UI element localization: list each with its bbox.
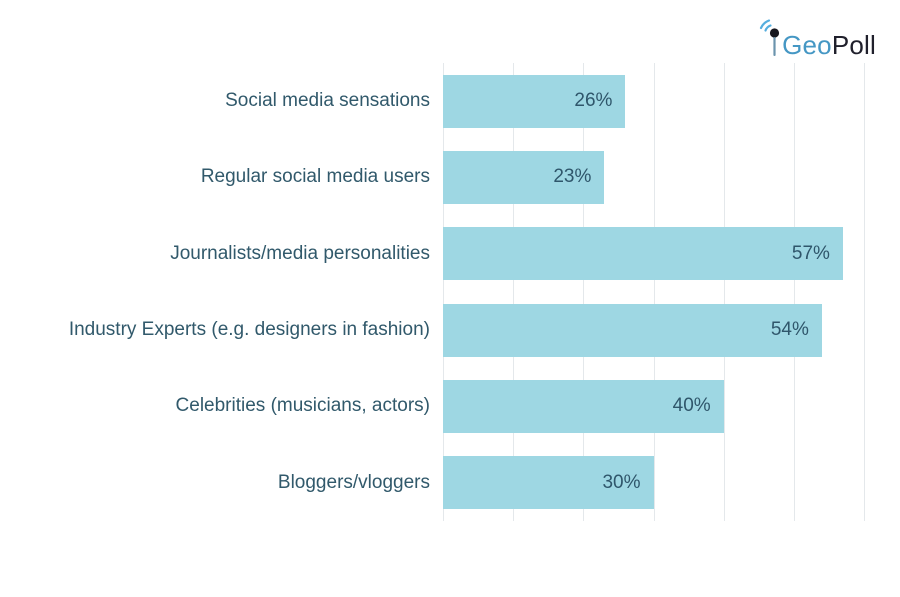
bar: 40%	[443, 379, 724, 433]
bar: 26%	[443, 74, 626, 128]
logo-geo: Geo	[782, 30, 832, 60]
gridline	[653, 63, 655, 521]
bar-row: Industry Experts (e.g. designers in fash…	[0, 292, 864, 368]
bar-track: 23%	[443, 139, 864, 215]
bar-value-label: 57%	[791, 242, 830, 264]
logo-poll: Poll	[831, 30, 876, 60]
bar: 54%	[443, 303, 822, 357]
bar-value-label: 40%	[672, 395, 711, 417]
bar-row: Celebrities (musicians, actors) 40%	[0, 368, 864, 444]
category-label: Bloggers/vloggers	[277, 471, 430, 493]
bar-value-label: 23%	[553, 166, 592, 188]
logo-text: GeoPoll	[782, 32, 876, 58]
category-label: Regular social media users	[200, 166, 430, 188]
bar-track: 54%	[443, 292, 864, 368]
gridline	[443, 63, 444, 521]
geopoll-logo: GeoPoll	[757, 18, 876, 58]
bar-track: 30%	[443, 445, 864, 521]
category-label: Journalists/media personalities	[170, 242, 430, 264]
bar-row: Bloggers/vloggers 30%	[0, 445, 864, 521]
bar-row: Journalists/media personalities 57%	[0, 216, 864, 292]
antenna-signal-icon	[759, 19, 780, 56]
bar: 30%	[443, 456, 654, 510]
bar-track: 57%	[443, 216, 864, 292]
bar-rows: Social media sensations 26% Regular social…	[0, 63, 864, 521]
bar-value-label: 30%	[602, 471, 641, 493]
bar-row: Regular social media users 23%	[0, 139, 864, 215]
bar: 23%	[443, 150, 605, 204]
category-label: Celebrities (musicians, actors)	[175, 395, 430, 417]
bar-track: 40%	[443, 368, 864, 444]
gridline	[583, 63, 585, 521]
category-label: Social media sensations	[225, 90, 430, 112]
bar-row: Social media sensations 26%	[0, 63, 864, 139]
bar-value-label: 26%	[574, 90, 613, 112]
category-label: Industry Experts (e.g. designers in fash…	[68, 319, 430, 341]
gridline	[723, 63, 725, 521]
plot-area	[443, 63, 865, 521]
gridline	[513, 63, 515, 521]
bar-track: 26%	[443, 63, 864, 139]
bar: 57%	[443, 227, 843, 281]
gridline	[793, 63, 795, 521]
bar-value-label: 54%	[770, 319, 809, 341]
gridline	[864, 63, 865, 521]
